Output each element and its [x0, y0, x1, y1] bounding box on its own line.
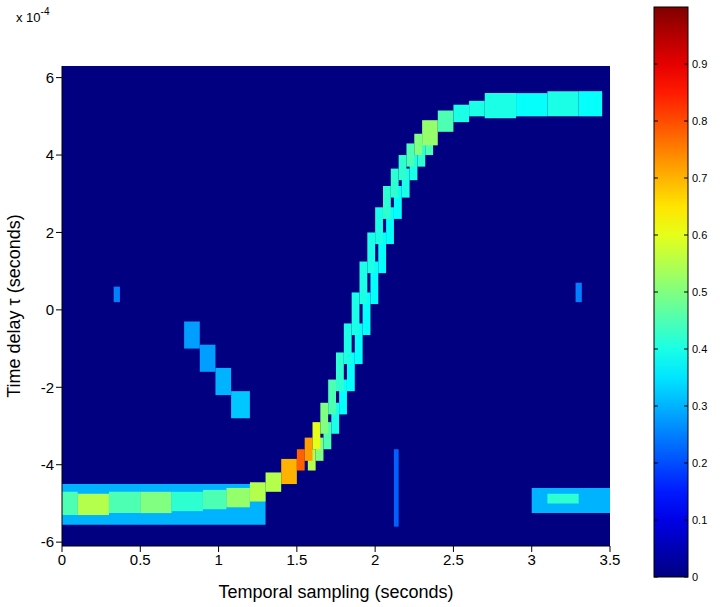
svg-text:0.9: 0.9: [692, 58, 707, 70]
svg-text:2.5: 2.5: [443, 551, 464, 568]
svg-text:0.6: 0.6: [692, 229, 707, 241]
svg-text:-4: -4: [41, 456, 54, 473]
svg-text:0.3: 0.3: [692, 400, 707, 412]
svg-text:2: 2: [46, 224, 54, 241]
svg-text:x 10-4: x 10-4: [16, 6, 50, 25]
svg-text:0.1: 0.1: [692, 514, 707, 526]
svg-text:0.7: 0.7: [692, 172, 707, 184]
svg-text:-2: -2: [41, 379, 54, 396]
svg-text:3: 3: [528, 551, 536, 568]
svg-text:0: 0: [46, 301, 54, 318]
svg-text:0: 0: [58, 551, 66, 568]
svg-text:1.5: 1.5: [286, 551, 307, 568]
svg-text:4: 4: [46, 146, 54, 163]
svg-text:-6: -6: [41, 533, 54, 550]
svg-text:1: 1: [214, 551, 222, 568]
svg-text:0.2: 0.2: [692, 457, 707, 469]
svg-text:Time delay τ (seconds): Time delay τ (seconds): [4, 214, 24, 398]
svg-text:6: 6: [46, 69, 54, 86]
svg-text:0.5: 0.5: [130, 551, 151, 568]
svg-text:Temporal sampling (seconds): Temporal sampling (seconds): [218, 582, 453, 602]
svg-text:2: 2: [371, 551, 379, 568]
svg-text:3.5: 3.5: [600, 551, 621, 568]
svg-text:0: 0: [692, 571, 698, 583]
svg-text:0.5: 0.5: [692, 286, 707, 298]
svg-text:0.4: 0.4: [692, 343, 707, 355]
svg-text:0.8: 0.8: [692, 115, 707, 127]
